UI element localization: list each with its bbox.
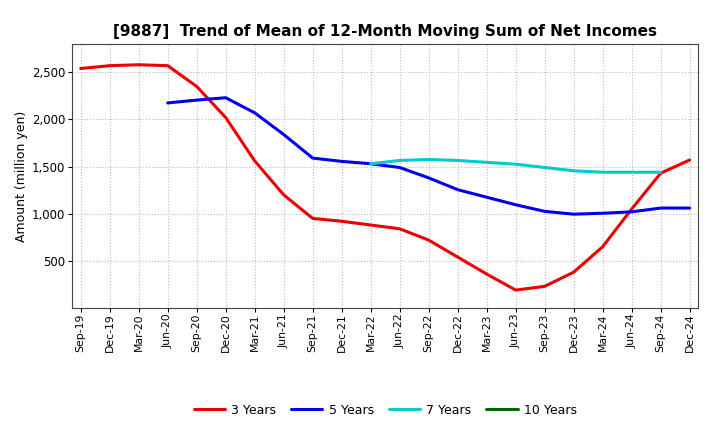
7 Years xyxy=(570,168,578,173)
3 Years xyxy=(598,244,607,249)
7 Years xyxy=(454,158,462,163)
5 Years xyxy=(541,209,549,214)
5 Years xyxy=(192,97,201,103)
3 Years xyxy=(627,206,636,212)
7 Years xyxy=(657,169,665,175)
3 Years xyxy=(366,222,375,227)
3 Years xyxy=(424,238,433,243)
3 Years xyxy=(338,219,346,224)
5 Years xyxy=(511,202,520,207)
7 Years xyxy=(627,169,636,175)
Line: 3 Years: 3 Years xyxy=(81,65,690,290)
5 Years xyxy=(221,95,230,100)
5 Years xyxy=(338,159,346,164)
3 Years xyxy=(685,158,694,163)
3 Years xyxy=(511,287,520,293)
5 Years xyxy=(424,175,433,180)
3 Years xyxy=(657,171,665,176)
3 Years xyxy=(570,270,578,275)
5 Years xyxy=(685,205,694,211)
7 Years xyxy=(395,158,404,163)
5 Years xyxy=(395,165,404,170)
7 Years xyxy=(511,161,520,167)
3 Years xyxy=(395,226,404,231)
5 Years xyxy=(598,211,607,216)
5 Years xyxy=(308,155,317,161)
5 Years xyxy=(627,209,636,214)
Line: 5 Years: 5 Years xyxy=(168,98,690,214)
5 Years xyxy=(366,161,375,166)
Line: 7 Years: 7 Years xyxy=(371,160,661,172)
3 Years xyxy=(454,254,462,260)
7 Years xyxy=(598,169,607,175)
3 Years xyxy=(135,62,143,67)
Y-axis label: Amount (million yen): Amount (million yen) xyxy=(14,110,27,242)
3 Years xyxy=(163,63,172,68)
5 Years xyxy=(657,205,665,211)
5 Years xyxy=(251,110,259,115)
5 Years xyxy=(570,212,578,217)
Title: [9887]  Trend of Mean of 12-Month Moving Sum of Net Incomes: [9887] Trend of Mean of 12-Month Moving … xyxy=(113,24,657,39)
3 Years xyxy=(279,192,288,198)
5 Years xyxy=(163,100,172,106)
3 Years xyxy=(105,63,114,68)
5 Years xyxy=(482,194,491,200)
3 Years xyxy=(541,284,549,289)
7 Years xyxy=(366,161,375,166)
Legend: 3 Years, 5 Years, 7 Years, 10 Years: 3 Years, 5 Years, 7 Years, 10 Years xyxy=(189,399,582,422)
7 Years xyxy=(541,165,549,170)
3 Years xyxy=(221,115,230,120)
5 Years xyxy=(454,187,462,192)
7 Years xyxy=(482,160,491,165)
5 Years xyxy=(279,132,288,137)
3 Years xyxy=(251,158,259,164)
3 Years xyxy=(192,84,201,89)
3 Years xyxy=(76,66,85,71)
3 Years xyxy=(482,271,491,277)
3 Years xyxy=(308,216,317,221)
7 Years xyxy=(424,157,433,162)
